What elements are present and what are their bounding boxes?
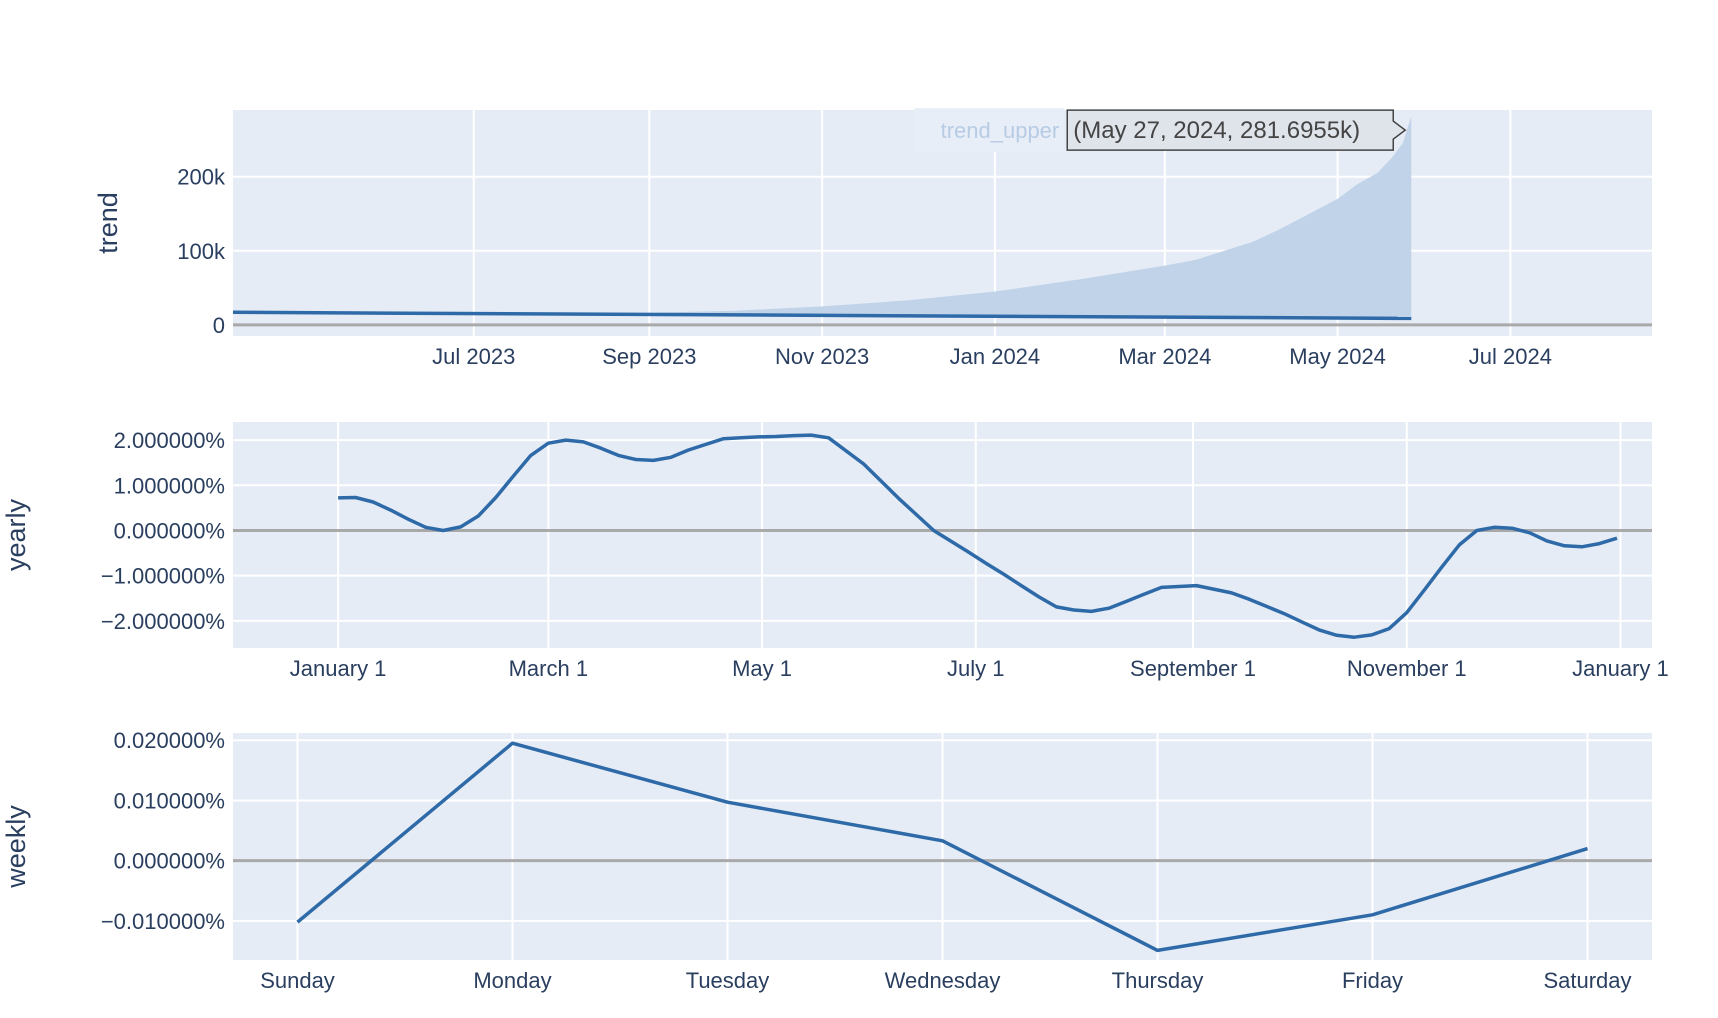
x-tick-label: May 2024 [1289,344,1386,369]
x-tick-label: Thursday [1112,968,1204,993]
yearly-line[interactable] [338,433,1618,639]
x-tick-label: Jan 2024 [950,344,1041,369]
y-tick-label: 1.000000% [114,473,225,498]
x-tick-label: September 1 [1130,656,1256,681]
x-tick-label: Jul 2023 [432,344,515,369]
trend-tooltip: trend_upper (May 27, 2024, 281.6955k) [914,108,1407,153]
y-tick-label: 100k [177,239,226,264]
y-tick-label: 0.020000% [114,728,225,753]
x-tick-label: Friday [1342,968,1403,993]
x-tick-label: January 1 [290,656,387,681]
y-tick-label: 200k [177,165,226,190]
x-tick-label: January 1 [1572,656,1669,681]
x-tick-label: Wednesday [885,968,1001,993]
y-tick-label: −1.000000% [101,564,225,589]
x-tick-label: Tuesday [686,968,770,993]
x-tick-label: Mar 2024 [1118,344,1211,369]
y-tick-label: 0.000000% [114,849,225,874]
y-tick-label: 0 [213,313,225,338]
x-tick-label: March 1 [509,656,588,681]
y-tick-label: 2.000000% [114,428,225,453]
trend-uncertainty-band[interactable] [233,116,1412,319]
yearly-y-ticks: 2.000000% 1.000000% 0.000000% −1.000000% −2.… [101,428,225,634]
x-tick-label: Sunday [260,968,335,993]
x-tick-label: November 1 [1347,656,1467,681]
weekly-x-ticks: Sunday Monday Tuesday Wednesday Thursday Frid… [260,968,1631,993]
trend-line[interactable] [232,310,1412,321]
weekly-grid [233,733,1652,960]
trend-panel: Jul 2023 Sep 2023 Nov 2023 Jan 2024 Mar 2024… [93,108,1652,369]
tooltip-name-backing [914,108,1065,153]
y-tick-label: −2.000000% [101,609,225,634]
trend-marks [232,116,1412,321]
y-tick-label: −0.010000% [101,909,225,934]
trend-grid [233,110,1652,336]
tooltip-box [1066,109,1407,151]
weekly-y-axis-label: weekly [1,805,31,889]
weekly-y-ticks: 0.020000% 0.010000% 0.000000% −0.010000% [101,728,225,934]
weekly-marks [296,741,1589,953]
weekly-line[interactable] [296,741,1589,953]
y-tick-label: 0.000000% [114,518,225,543]
x-tick-label: Jul 2024 [1469,344,1552,369]
tooltip-value: (May 27, 2024, 281.6955k) [1073,117,1360,144]
yearly-y-axis-label: yearly [1,498,31,571]
x-tick-label: Nov 2023 [775,344,869,369]
x-tick-label: Sep 2023 [602,344,696,369]
trend-y-axis-label: trend [93,192,123,254]
x-tick-label: May 1 [732,656,792,681]
x-tick-label: July 1 [947,656,1004,681]
tooltip-series-name: trend_upper [941,118,1060,143]
yearly-panel: January 1 March 1 May 1 July 1 September 1 No… [1,422,1669,681]
trend-x-ticks: Jul 2023 Sep 2023 Nov 2023 Jan 2024 Mar 2024… [432,344,1552,369]
yearly-x-ticks: January 1 March 1 May 1 July 1 September 1 No… [290,656,1669,681]
x-tick-label: Monday [473,968,551,993]
y-tick-label: 0.010000% [114,788,225,813]
trend-y-ticks: 0 100k 200k [177,165,226,338]
weekly-panel: Sunday Monday Tuesday Wednesday Thursday Frid… [1,728,1652,993]
x-tick-label: Saturday [1543,968,1631,993]
yearly-marks [338,433,1618,639]
